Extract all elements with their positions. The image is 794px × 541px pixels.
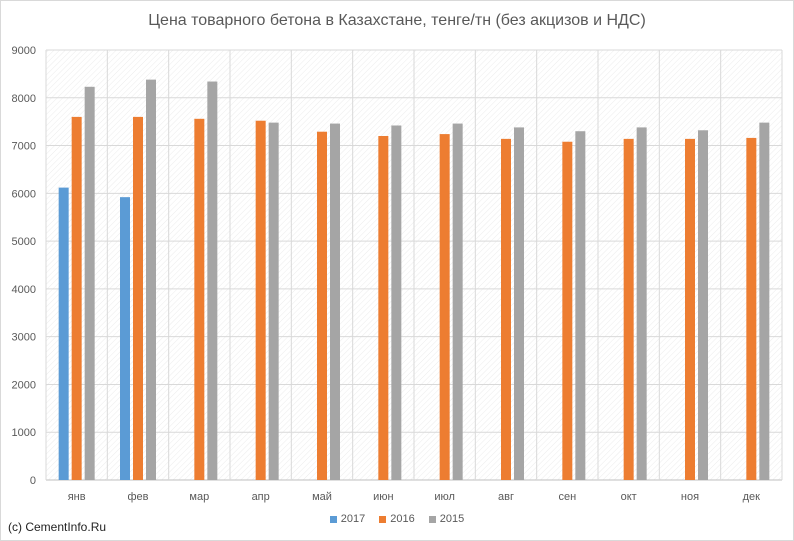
bar-2015-май bbox=[330, 123, 340, 481]
y-tick-label: 2000 bbox=[12, 379, 36, 391]
x-tick-label: окт bbox=[621, 491, 637, 503]
bar-2016-ноя bbox=[685, 138, 695, 480]
y-tick-label: 0 bbox=[30, 475, 36, 487]
x-tick-label: июн bbox=[373, 491, 393, 503]
bar-2016-окт bbox=[623, 138, 634, 480]
y-tick-label: 9000 bbox=[12, 45, 36, 57]
legend: 2017 2016 2015 bbox=[1, 513, 793, 525]
y-tick-label: 6000 bbox=[12, 188, 36, 200]
bar-2016-фев bbox=[133, 116, 143, 480]
legend-swatch bbox=[428, 515, 436, 523]
bar-2015-авг bbox=[514, 127, 524, 481]
x-tick-label: дек bbox=[743, 491, 761, 503]
bar-2015-янв bbox=[84, 86, 95, 481]
bar-2015-окт bbox=[636, 127, 647, 481]
x-tick-label: сен bbox=[558, 491, 576, 503]
bar-2017-фев bbox=[120, 197, 130, 480]
bar-2016-мар bbox=[194, 118, 205, 481]
legend-label: 2015 bbox=[439, 513, 465, 525]
legend-item-2015: 2015 bbox=[428, 513, 465, 525]
x-tick-label: янв bbox=[68, 491, 86, 503]
y-tick-label: 4000 bbox=[12, 284, 36, 296]
x-tick-label: фев bbox=[127, 491, 148, 503]
y-tick-label: 3000 bbox=[12, 332, 36, 344]
bar-2015-мар bbox=[207, 81, 218, 481]
bar-2016-авг bbox=[501, 138, 511, 480]
bar-2015-апр bbox=[268, 122, 279, 480]
y-tick-label: 7000 bbox=[12, 141, 36, 153]
bar-2015-июл bbox=[452, 123, 463, 481]
x-tick-label: ноя bbox=[681, 491, 699, 503]
bar-2016-июн bbox=[378, 136, 389, 480]
x-tick-label: мар bbox=[189, 491, 209, 503]
bar-2015-фев bbox=[146, 79, 156, 480]
x-tick-label: апр bbox=[252, 491, 270, 503]
bar-2015-июн bbox=[391, 125, 402, 480]
x-tick-label: июл bbox=[434, 491, 455, 503]
bar-2016-апр bbox=[255, 120, 266, 480]
x-tick-label: авг bbox=[498, 491, 514, 503]
bar-2016-сен bbox=[562, 141, 573, 480]
legend-item-2016: 2016 bbox=[379, 513, 415, 525]
bar-2016-дек bbox=[746, 137, 757, 480]
y-tick-label: 5000 bbox=[12, 236, 36, 248]
y-tick-label: 1000 bbox=[12, 427, 36, 439]
bar-2016-янв bbox=[71, 116, 82, 480]
legend-item-2017: 2017 bbox=[329, 513, 366, 525]
bar-2015-сен bbox=[575, 131, 586, 480]
bar-2015-дек bbox=[759, 122, 770, 480]
bar-2016-июл bbox=[439, 134, 450, 481]
chart-title: Цена товарного бетона в Казахстане, тенг… bbox=[148, 12, 646, 29]
legend-label: 2017 bbox=[340, 513, 366, 525]
legend-label: 2016 bbox=[390, 513, 415, 525]
legend-swatch bbox=[329, 515, 337, 523]
legend-swatch bbox=[379, 515, 387, 523]
bar-2016-май bbox=[317, 131, 327, 480]
copyright-text: (c) CementInfo.Ru bbox=[8, 520, 107, 534]
y-tick-label: 8000 bbox=[12, 93, 36, 105]
x-tick-label: май bbox=[312, 491, 332, 503]
bar-2015-ноя bbox=[698, 130, 708, 480]
bar-2017-янв bbox=[58, 187, 69, 480]
